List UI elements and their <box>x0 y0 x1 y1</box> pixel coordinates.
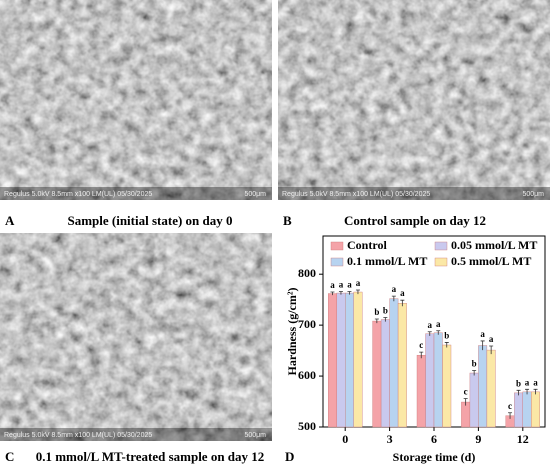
bar <box>425 333 435 428</box>
panel-caption: Sample (initial state) on day 0 <box>67 213 232 228</box>
significance-letter: a <box>480 329 485 339</box>
legend-swatch <box>434 257 448 267</box>
sem-scale: 500μm <box>244 191 266 198</box>
bar <box>442 344 452 428</box>
x-tick-label: 0 <box>342 432 348 446</box>
bar <box>486 349 496 428</box>
sem-info: Regulus 5.0kV 8.5mm x100 LM(UL) 05/30/20… <box>4 191 152 198</box>
significance-letter: c <box>508 401 512 411</box>
sem-scale: 500μm <box>522 191 544 198</box>
panel-letter: B <box>283 213 292 228</box>
panel-caption: Control sample on day 12 <box>344 213 486 228</box>
bar <box>514 392 523 428</box>
bar <box>461 401 471 428</box>
error-bar <box>391 295 396 302</box>
bar <box>531 391 540 428</box>
bar <box>353 291 363 428</box>
x-tick-label: 12 <box>517 432 529 446</box>
significance-letter: a <box>525 377 530 387</box>
bar <box>336 292 346 428</box>
legend-label: Control <box>347 238 387 252</box>
error-bar <box>374 318 379 324</box>
legend-swatch <box>434 241 448 251</box>
error-bar <box>525 388 530 395</box>
bar <box>345 292 354 428</box>
legend-label: 0.5 mmol/L MT <box>451 254 531 268</box>
significance-letter: a <box>356 278 361 288</box>
bar <box>380 319 390 428</box>
panel-caption: 0.1 mmol/L MT-treated sample on day 12 <box>36 449 265 464</box>
x-tick-label: 3 <box>387 432 393 446</box>
bar <box>389 298 399 428</box>
significance-letter: a <box>489 334 494 344</box>
sem-image <box>0 233 272 441</box>
error-bar <box>463 398 468 406</box>
bar <box>397 303 407 428</box>
error-bar <box>444 342 449 348</box>
error-bar <box>533 388 538 395</box>
significance-letter: b <box>374 307 379 317</box>
error-bar <box>489 345 494 355</box>
y-tick-label: 700 <box>298 317 316 331</box>
error-bar <box>472 370 477 376</box>
significance-letter: b <box>516 378 521 388</box>
x-tick-label: 9 <box>475 432 481 446</box>
bar <box>478 345 488 428</box>
x-tick-label: 6 <box>431 432 437 446</box>
sem-info: Regulus 5.0kV 8.5mm x100 LM(UL) 05/30/20… <box>4 432 152 439</box>
error-bar <box>400 299 405 307</box>
y-tick-label: 500 <box>298 419 316 433</box>
sem-info-bar <box>278 187 550 200</box>
y-axis-label: Hardness (g/cm²) <box>285 288 299 376</box>
panel-letter: A <box>5 213 15 228</box>
significance-letter: a <box>392 284 397 294</box>
bar <box>433 332 443 428</box>
y-tick-label: 600 <box>298 368 316 382</box>
legend-swatch <box>330 257 344 267</box>
sem-info-bar <box>0 187 272 200</box>
error-bar <box>419 351 424 359</box>
sem-info: Regulus 5.0kV 8.5mm x100 LM(UL) 05/30/20… <box>282 191 430 198</box>
bar <box>416 354 426 428</box>
error-bar <box>383 317 388 322</box>
sem-image <box>0 0 272 200</box>
legend-label: 0.1 mmol/L MT <box>347 254 427 268</box>
significance-letter: b <box>472 359 477 369</box>
legend-swatch <box>330 241 344 251</box>
error-bar <box>355 289 360 295</box>
error-bar <box>508 412 513 419</box>
sem-scale: 500μm <box>244 432 266 439</box>
bar <box>372 320 382 428</box>
sem-image <box>278 0 550 200</box>
x-axis-label: Storage time (d) <box>393 450 476 464</box>
significance-letter: a <box>347 280 352 290</box>
y-tick-label: 800 <box>298 266 316 280</box>
error-bar <box>347 291 352 295</box>
error-bar <box>330 291 335 296</box>
panel-letter: C <box>5 449 14 464</box>
error-bar <box>427 331 432 336</box>
error-bar <box>338 291 343 295</box>
error-bar <box>436 330 441 335</box>
panel-letter: D <box>285 449 294 464</box>
significance-letter: a <box>330 280 335 290</box>
error-bar <box>480 340 485 351</box>
bar <box>469 372 479 428</box>
error-bar <box>516 389 521 396</box>
significance-letter: c <box>464 387 468 397</box>
significance-letter: a <box>428 320 433 330</box>
bar <box>328 293 337 428</box>
significance-letter: a <box>436 319 441 329</box>
significance-letter: a <box>533 377 538 387</box>
significance-letter: a <box>400 288 405 298</box>
significance-letter: b <box>383 306 388 316</box>
significance-letter: c <box>419 340 423 350</box>
sem-info-bar <box>0 428 272 441</box>
significance-letter: b <box>444 331 449 341</box>
bar <box>522 391 532 428</box>
legend-label: 0.05 mmol/L MT <box>451 238 537 252</box>
significance-letter: a <box>339 280 344 290</box>
